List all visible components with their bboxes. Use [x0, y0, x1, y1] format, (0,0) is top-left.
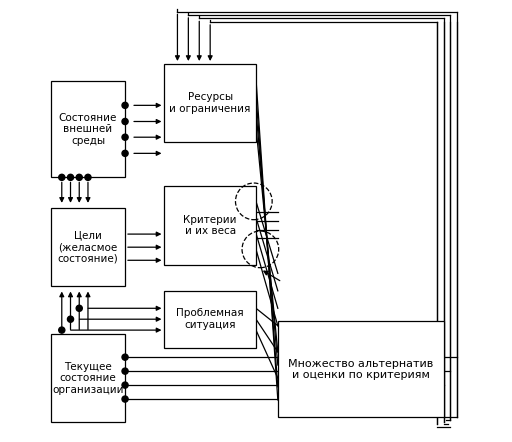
Bar	[164, 186, 256, 265]
Text: Цели
(желасмое
состояние): Цели (желасмое состояние)	[57, 231, 118, 264]
Circle shape	[76, 305, 82, 311]
Circle shape	[85, 174, 91, 180]
Circle shape	[122, 150, 128, 156]
Text: Состояние
внешней
среды: Состояние внешней среды	[59, 113, 117, 146]
Bar	[51, 335, 125, 422]
Circle shape	[76, 174, 82, 180]
Bar	[278, 321, 444, 417]
Circle shape	[122, 354, 128, 360]
Bar	[51, 208, 125, 286]
Bar	[164, 291, 256, 347]
Circle shape	[68, 174, 74, 180]
Circle shape	[122, 368, 128, 374]
Circle shape	[59, 327, 65, 333]
Bar	[164, 64, 256, 142]
Circle shape	[59, 174, 65, 180]
Circle shape	[68, 316, 74, 322]
Text: Ресурсы
и ограничения: Ресурсы и ограничения	[169, 92, 251, 114]
Circle shape	[122, 102, 128, 108]
Circle shape	[122, 382, 128, 388]
Bar	[51, 81, 125, 177]
Text: Текущее
состояние
организации: Текущее состояние организации	[52, 362, 124, 395]
Text: Множество альтернатив
и оценки по критериям: Множество альтернатив и оценки по критер…	[288, 358, 433, 380]
Text: Критерии
и их веса: Критерии и их веса	[183, 214, 237, 236]
Circle shape	[122, 396, 128, 402]
Text: Проблемная
ситуация: Проблемная ситуация	[176, 309, 244, 330]
Circle shape	[122, 118, 128, 125]
Circle shape	[122, 134, 128, 140]
